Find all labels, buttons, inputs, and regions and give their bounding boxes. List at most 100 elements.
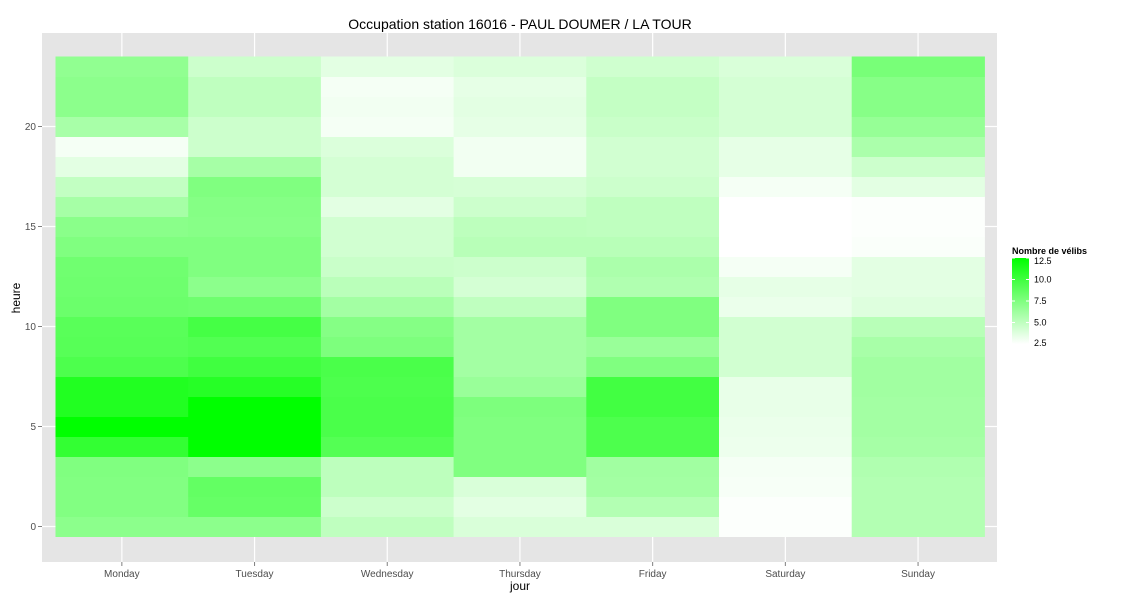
heatmap-cell — [453, 236, 587, 257]
heatmap-cell — [55, 176, 189, 197]
heatmap-cell — [320, 56, 455, 77]
heatmap-cell — [851, 96, 985, 117]
heatmap-cell — [320, 136, 455, 157]
heatmap-cell — [586, 116, 720, 137]
heatmap-cell — [320, 496, 455, 517]
heatmap-cell — [586, 336, 720, 357]
heatmap-cell — [320, 176, 455, 197]
heatmap-cell — [719, 256, 853, 277]
legend-color-bar — [1012, 258, 1029, 344]
heatmap-cell — [55, 276, 189, 297]
x-tick-label: Saturday — [765, 569, 805, 580]
heatmap-cell — [719, 56, 853, 77]
heatmap-cell — [719, 416, 853, 437]
heatmap-cell — [586, 296, 720, 317]
heatmap-cell — [586, 136, 720, 157]
x-tick-label: Sunday — [901, 569, 935, 580]
heatmap-cell — [851, 56, 985, 77]
heatmap-cell — [851, 256, 985, 277]
heatmap-cell — [55, 456, 189, 477]
heatmap-cell — [55, 436, 189, 457]
heatmap-cell — [453, 496, 587, 517]
x-tick-label: Wednesday — [361, 569, 414, 580]
heatmap-cell — [188, 136, 322, 157]
heatmap-cell — [55, 496, 189, 517]
heatmap-cell — [719, 96, 853, 117]
heatmap-cell — [719, 356, 853, 377]
heatmap-cell — [188, 296, 322, 317]
heatmap-cell — [851, 416, 985, 437]
heatmap-cell — [320, 296, 455, 317]
heatmap-cell — [320, 336, 455, 357]
heatmap-cell — [851, 116, 985, 137]
heatmap-cell — [320, 516, 455, 537]
heatmap-cell — [719, 136, 853, 157]
heatmap-cell — [55, 376, 189, 397]
heatmap-cell — [851, 436, 985, 457]
heatmap-cell — [586, 356, 720, 377]
heatmap-cell — [719, 216, 853, 237]
legend-label: 5.0 — [1034, 318, 1047, 328]
heatmap-cell — [188, 176, 322, 197]
heatmap-cell — [320, 456, 455, 477]
heatmap-cell — [188, 196, 322, 217]
heatmap-cell — [851, 476, 985, 497]
heatmap-cell — [188, 476, 322, 497]
heatmap-cell — [851, 156, 985, 177]
heatmap-cell — [320, 216, 455, 237]
heatmap-cell — [851, 356, 985, 377]
heatmap-cell — [320, 116, 455, 137]
heatmap-cell — [320, 256, 455, 277]
heatmap-cell — [453, 316, 587, 337]
heatmap-cell — [320, 76, 455, 97]
heatmap-cell — [188, 416, 322, 437]
heatmap-cell — [453, 176, 587, 197]
heatmap-cell — [188, 496, 322, 517]
heatmap-cell — [586, 96, 720, 117]
heatmap-cell — [586, 436, 720, 457]
heatmap-cell — [586, 216, 720, 237]
heatmap-cell — [719, 516, 853, 537]
heatmap-cell — [188, 456, 322, 477]
heatmap-cell — [55, 396, 189, 417]
x-tick-label: Monday — [104, 569, 140, 580]
heatmap-cell — [453, 516, 587, 537]
heatmap-cell — [719, 296, 853, 317]
heatmap-cell — [453, 336, 587, 357]
heatmap-cell — [851, 496, 985, 517]
heatmap-cell — [320, 316, 455, 337]
heatmap-cell — [586, 56, 720, 77]
heatmap-cell — [453, 376, 587, 397]
heatmap-cell — [453, 216, 587, 237]
heatmap-cell — [55, 196, 189, 217]
heatmap-cell — [188, 376, 322, 397]
heatmap-cell — [586, 396, 720, 417]
heatmap-cell — [55, 56, 189, 77]
heatmap-cell — [851, 236, 985, 257]
heatmap-cell — [453, 136, 587, 157]
heatmap-cell — [188, 276, 322, 297]
x-tick-label: Friday — [639, 569, 667, 580]
heatmap-cell — [453, 416, 587, 437]
heatmap-cell — [55, 256, 189, 277]
heatmap-cell — [55, 156, 189, 177]
color-legend: Nombre de vélibs 2.5 5.0 7.5 10.0 12.5 — [1012, 246, 1087, 348]
heatmap-cell — [55, 236, 189, 257]
heatmap-cell — [586, 156, 720, 177]
x-tick-label: Thursday — [499, 569, 541, 580]
heatmap-cell — [55, 336, 189, 357]
heatmap-cell — [55, 296, 189, 317]
heatmap-cell — [586, 476, 720, 497]
heatmap-cell — [320, 276, 455, 297]
heatmap-cell — [188, 216, 322, 237]
heatmap-cell — [851, 136, 985, 157]
heatmap-cell — [851, 216, 985, 237]
heatmap-cell — [851, 456, 985, 477]
heatmap-cell — [719, 396, 853, 417]
heatmap-cell — [719, 376, 853, 397]
heatmap-cell — [453, 96, 587, 117]
legend-title: Nombre de vélibs — [1012, 246, 1087, 256]
heatmap-cell — [320, 396, 455, 417]
heatmap-cell — [586, 496, 720, 517]
heatmap-cell — [55, 356, 189, 377]
